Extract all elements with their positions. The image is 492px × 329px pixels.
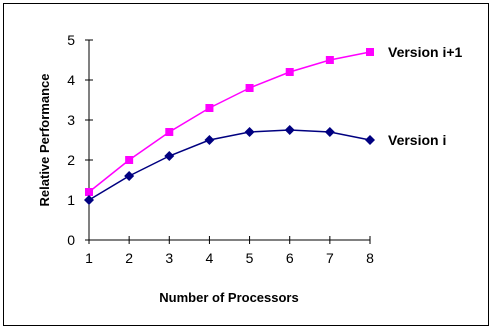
data-point-version-i: [204, 135, 215, 145]
y-tick-label: 2: [67, 152, 75, 168]
x-tick-label: 3: [165, 250, 173, 266]
chart-frame: [3, 3, 489, 326]
data-point-version-i-1: [165, 128, 174, 136]
series-line-version-i: [88, 129, 371, 201]
series-label-version-i: Version i: [388, 132, 446, 148]
x-tick-label: 2: [125, 250, 133, 266]
data-point-version-i: [244, 127, 255, 137]
data-point-version-i-1: [366, 48, 374, 56]
y-tick-label: 3: [67, 112, 75, 128]
data-point-version-i: [84, 195, 94, 205]
data-point-version-i-1: [325, 56, 334, 64]
x-tick-label: 5: [246, 250, 254, 266]
data-point-version-i: [365, 135, 375, 145]
series-line-version-i-1: [88, 51, 371, 193]
series-label-version-i-1: Version i+1: [388, 44, 463, 60]
data-point-version-i: [164, 151, 175, 161]
data-point-version-i-1: [85, 188, 93, 196]
x-tick-label: 4: [206, 250, 214, 266]
data-point-version-i-1: [285, 68, 294, 76]
data-point-version-i: [124, 171, 135, 181]
data-point-version-i-1: [125, 156, 134, 164]
y-tick-label: 1: [67, 192, 75, 208]
y-tick-label: 4: [67, 72, 75, 88]
data-point-version-i: [284, 125, 295, 135]
data-point-version-i: [324, 127, 335, 137]
data-point-version-i-1: [245, 84, 254, 92]
data-point-version-i-1: [205, 104, 214, 112]
y-tick-label: 5: [67, 32, 75, 48]
x-axis-title: Number of Processors: [159, 290, 298, 305]
x-tick-label: 8: [366, 250, 374, 266]
y-tick-label: 0: [67, 232, 75, 248]
x-tick-label: 1: [85, 250, 93, 266]
x-tick-label: 7: [326, 250, 334, 266]
x-tick-label: 6: [286, 250, 294, 266]
y-axis-title: Relative Performance: [37, 74, 52, 207]
series-layer: Version i+1 Version i: [84, 44, 463, 205]
